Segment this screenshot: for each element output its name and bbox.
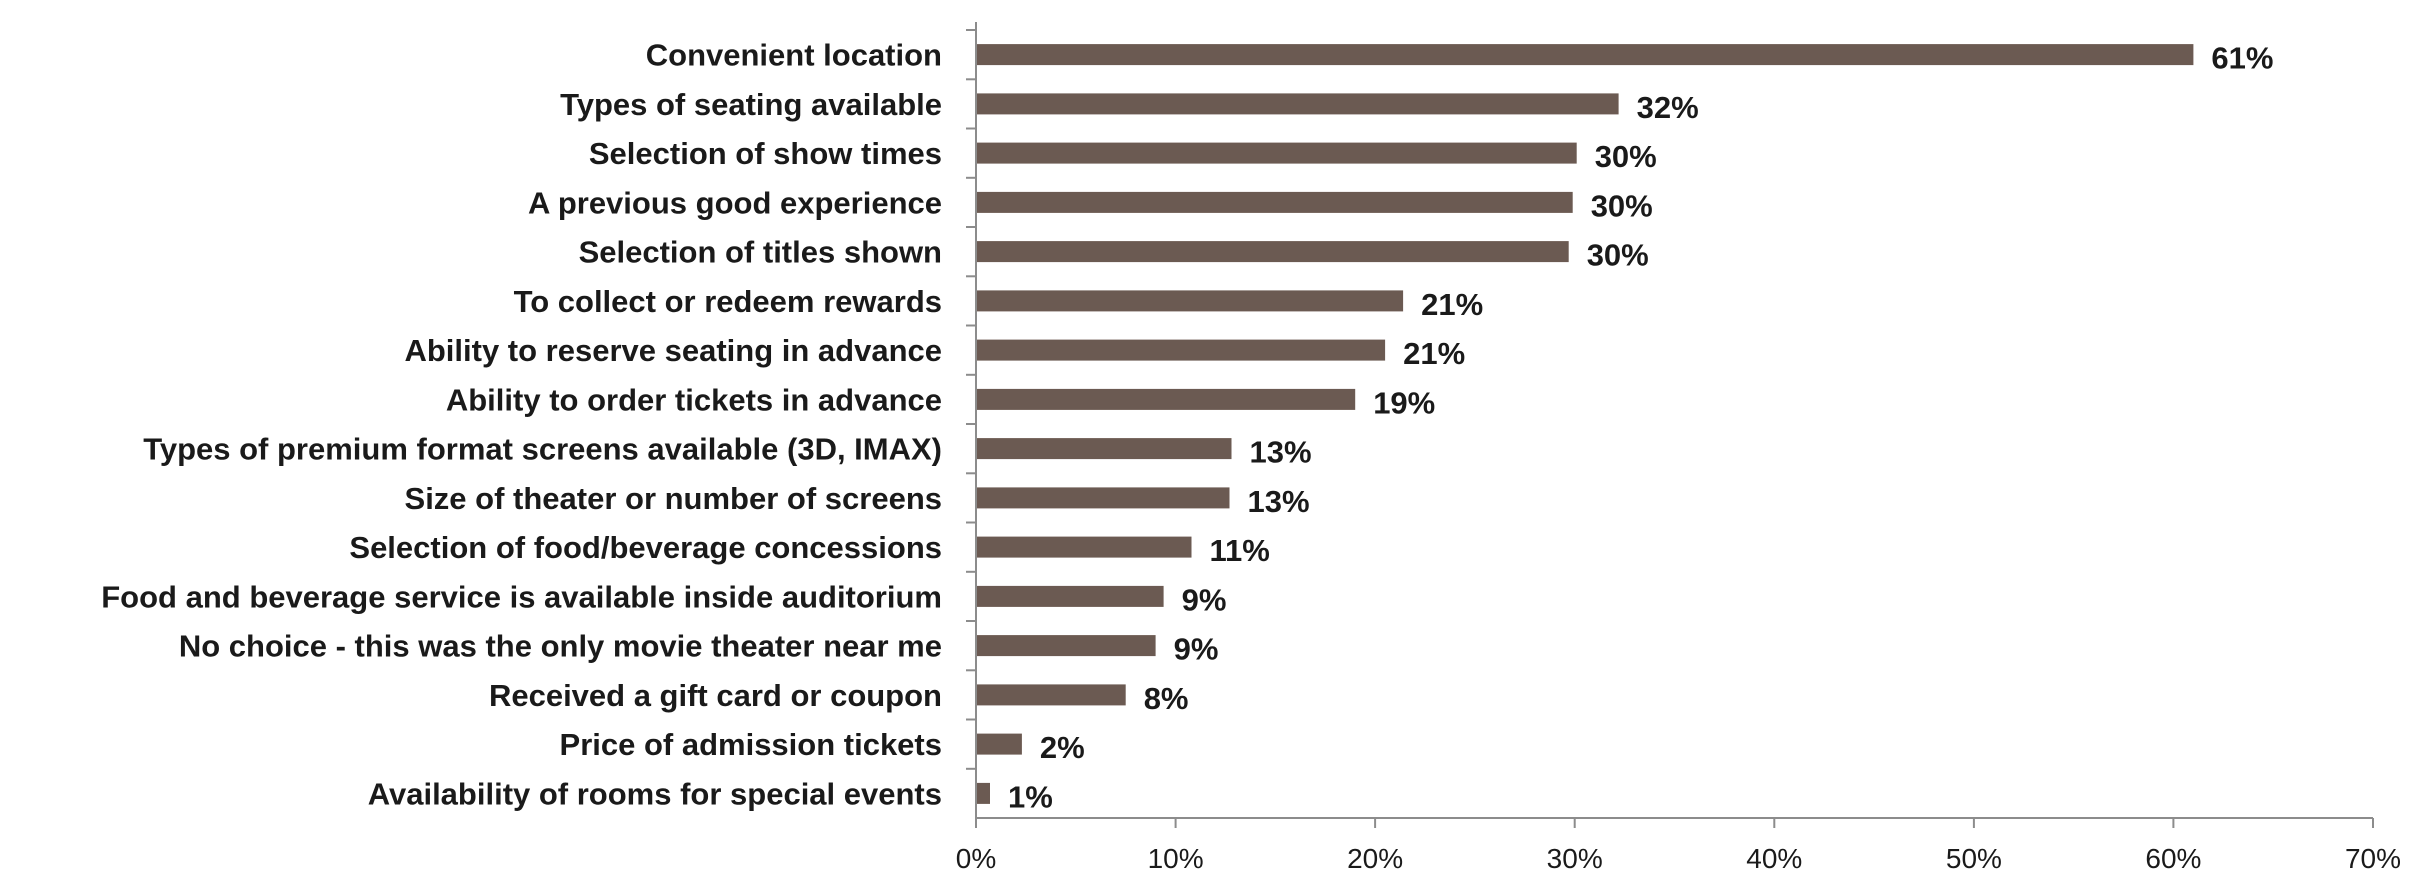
category-label: Types of seating available bbox=[560, 87, 942, 122]
bar bbox=[976, 339, 1386, 361]
bars-group bbox=[976, 44, 2194, 804]
data-label: 2% bbox=[1040, 730, 1085, 765]
data-label: 32% bbox=[1637, 90, 1699, 125]
data-label: 30% bbox=[1587, 238, 1649, 273]
value-labels-group: 61% 32% 30% 30% 30% 21% 21% 19% 13% 13% 11% 9% 9% 8% 2… bbox=[1008, 41, 2273, 815]
category-label: Size of theater or number of screens bbox=[405, 481, 942, 516]
x-tick-label: 50% bbox=[1946, 843, 2002, 874]
category-label: Convenient location bbox=[646, 38, 942, 73]
category-label: Types of premium format screens availabl… bbox=[143, 432, 942, 467]
bar bbox=[976, 388, 1356, 410]
category-label: A previous good experience bbox=[528, 185, 942, 220]
data-label: 30% bbox=[1591, 188, 1653, 223]
category-label: Price of admission tickets bbox=[560, 727, 942, 762]
bar bbox=[976, 782, 990, 804]
category-label: No choice - this was the only movie thea… bbox=[179, 629, 942, 664]
category-label: To collect or redeem rewards bbox=[514, 284, 942, 319]
x-tick-label: 30% bbox=[1547, 843, 1603, 874]
bar bbox=[976, 733, 1022, 755]
x-tick-label: 60% bbox=[2145, 843, 2201, 874]
bar bbox=[976, 241, 1569, 263]
data-label: 11% bbox=[1210, 533, 1270, 568]
bar bbox=[976, 684, 1126, 706]
category-label: Received a gift card or coupon bbox=[489, 678, 942, 713]
category-label: Ability to order tickets in advance bbox=[446, 382, 942, 417]
bar bbox=[976, 536, 1192, 558]
data-label: 9% bbox=[1174, 632, 1219, 667]
axes-group bbox=[975, 22, 2373, 819]
category-label: Selection of titles shown bbox=[579, 235, 942, 270]
category-label: Food and beverage service is available i… bbox=[101, 579, 942, 614]
data-label: 61% bbox=[2211, 41, 2273, 76]
bar bbox=[976, 635, 1156, 657]
x-tick-label: 10% bbox=[1148, 843, 1204, 874]
category-label: Selection of food/beverage concessions bbox=[349, 530, 942, 565]
bar bbox=[976, 191, 1573, 213]
x-tick-label: 40% bbox=[1746, 843, 1802, 874]
data-label: 30% bbox=[1595, 139, 1657, 174]
data-label: 9% bbox=[1182, 582, 1227, 617]
bar bbox=[976, 290, 1404, 312]
data-label: 1% bbox=[1008, 779, 1053, 814]
category-label: Selection of show times bbox=[589, 136, 942, 171]
data-label: 21% bbox=[1421, 287, 1483, 322]
bar bbox=[976, 487, 1230, 509]
x-tick-label: 70% bbox=[2345, 843, 2401, 874]
bar bbox=[976, 438, 1232, 460]
data-label: 8% bbox=[1144, 681, 1189, 716]
bar bbox=[976, 44, 2194, 66]
data-label: 13% bbox=[1250, 435, 1312, 470]
x-ticks-group: 0% 10% 20% 30% 40% 50% 60% 70% bbox=[956, 29, 2401, 874]
category-label: Availability of rooms for special events bbox=[368, 776, 942, 811]
x-tick-label: 0% bbox=[956, 843, 996, 874]
data-label: 21% bbox=[1403, 336, 1465, 371]
data-label: 19% bbox=[1373, 385, 1435, 420]
data-label: 13% bbox=[1248, 484, 1310, 519]
bar bbox=[976, 93, 1619, 115]
bar bbox=[976, 142, 1577, 164]
x-tick-label: 20% bbox=[1347, 843, 1403, 874]
category-label: Ability to reserve seating in advance bbox=[404, 333, 942, 368]
category-labels-group: Convenient location Types of seating avai… bbox=[101, 38, 942, 812]
bar bbox=[976, 585, 1164, 607]
